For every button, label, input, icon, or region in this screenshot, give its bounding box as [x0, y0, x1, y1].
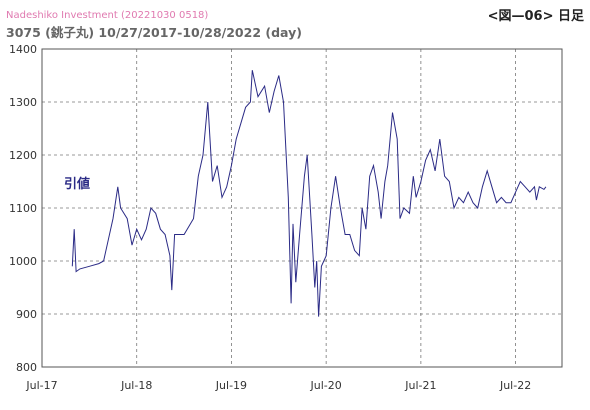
x-tick-label: Jul-21 [404, 379, 436, 392]
x-tick-label: Jul-17 [25, 379, 57, 392]
chart-title: 3075 (銚子丸) 10/27/2017-10/28/2022 (day) [6, 25, 302, 40]
x-tick-label: Jul-19 [215, 379, 247, 392]
y-tick-label: 1200 [9, 149, 37, 162]
y-tick-label: 1400 [9, 43, 37, 56]
y-tick-label: 1100 [9, 202, 37, 215]
price-line [71, 70, 547, 317]
x-tick-label: Jul-18 [120, 379, 152, 392]
y-tick-label: 1300 [9, 96, 37, 109]
y-tick-label: 900 [16, 308, 37, 321]
y-tick-label: 1000 [9, 255, 37, 268]
x-tick-label: Jul-20 [310, 379, 342, 392]
x-tick-label: Jul-22 [499, 379, 531, 392]
source: Nadeshiko Investment (20221030 0518) [6, 10, 208, 21]
series-label: 引値 [64, 176, 90, 192]
figure-label: <図—06> 日足 [488, 9, 585, 24]
plot-frame [41, 48, 563, 368]
y-tick-label: 800 [16, 361, 37, 374]
